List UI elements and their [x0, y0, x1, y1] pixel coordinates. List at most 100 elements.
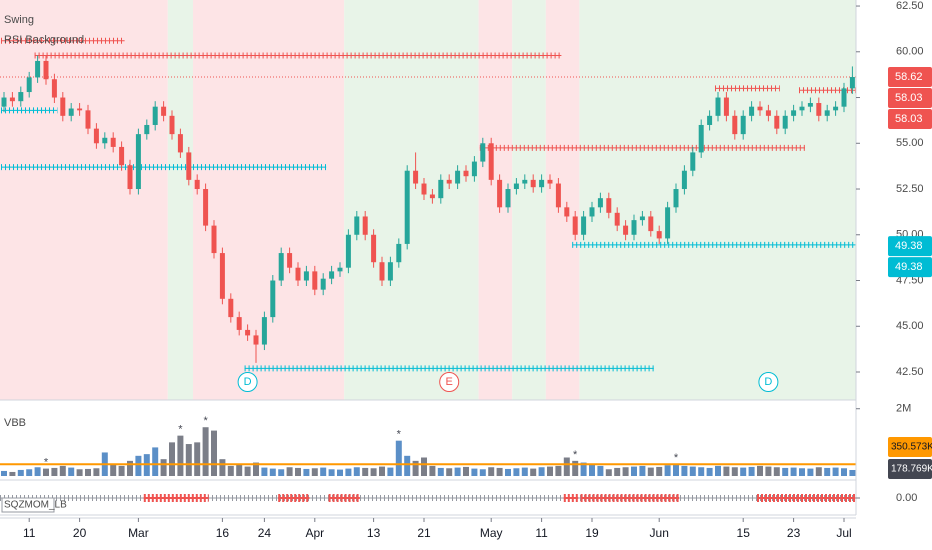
candle-body: [253, 335, 259, 345]
candle-body: [270, 280, 276, 318]
candle-body: [513, 183, 519, 190]
volume-bar: [715, 465, 721, 476]
candle-body: [673, 189, 679, 208]
volume-bar: [227, 465, 234, 476]
y-tick-label: 60.00: [896, 46, 924, 58]
volume-bar: [673, 464, 679, 476]
price-box: [888, 88, 932, 109]
volume-bar: [631, 466, 637, 476]
candle-body: [665, 207, 671, 239]
volume-bar: [790, 467, 797, 476]
volume-bar: [34, 467, 41, 476]
volume-bar: [832, 467, 839, 476]
candle-body: [43, 60, 49, 80]
y-tick-label: 0.00: [896, 492, 917, 504]
volume-bar: [59, 465, 66, 476]
volume-bar: [496, 467, 503, 476]
candle-body: [690, 152, 696, 171]
candle-body: [345, 234, 351, 268]
volume-bar: [26, 469, 33, 476]
volume-bar: [589, 464, 595, 476]
candle-body: [547, 179, 553, 184]
x-tick-label: 11: [535, 526, 548, 540]
volume-bar: [748, 466, 755, 476]
candle-body: [715, 97, 721, 116]
volume-bar: [446, 468, 453, 476]
volume-bar: [379, 466, 385, 476]
candle-body: [782, 115, 788, 129]
volume-bar: [580, 462, 587, 476]
candle-body: [614, 212, 620, 226]
volume-bar: [513, 468, 520, 476]
volume-bar: [815, 467, 822, 476]
candle-body: [648, 216, 654, 232]
price-box-label: 49.38: [895, 261, 923, 273]
volume-bar: [127, 460, 133, 476]
rsi-band: [167, 0, 193, 400]
volume-star: *: [203, 415, 208, 427]
volume-bar: [572, 460, 579, 476]
volume-bar: [639, 465, 646, 476]
candle-body: [455, 170, 461, 184]
volume-bar: [782, 467, 789, 476]
candle-body: [623, 225, 629, 235]
candle-body: [35, 60, 41, 78]
candle-body: [354, 216, 360, 235]
volume-bar: [622, 467, 629, 476]
volume-bar: [656, 466, 663, 476]
candle-body: [371, 234, 377, 263]
volume-bar: [1, 470, 7, 476]
x-tick-label: Jul: [836, 526, 851, 540]
volume-bar: [395, 440, 402, 476]
candle-body: [581, 216, 587, 235]
volume-bar: [51, 467, 58, 476]
candle-body: [480, 143, 486, 162]
volume-bar: [421, 457, 427, 476]
candle-body: [833, 106, 839, 111]
volume-bar: [68, 467, 75, 476]
x-tick-label: 21: [417, 526, 431, 540]
candle-body: [749, 106, 755, 116]
candle-body: [404, 170, 410, 244]
candle-body: [522, 179, 528, 184]
candle-body: [211, 225, 217, 254]
volume-bar: [9, 471, 16, 476]
candle-body: [68, 108, 74, 116]
volume-bar: [773, 467, 780, 476]
volume-bar: [236, 464, 243, 476]
candle-body: [320, 278, 326, 290]
candle-body: [597, 198, 603, 208]
candle-body: [60, 97, 66, 116]
volume-bar: [320, 467, 327, 476]
volume-bar: [555, 465, 562, 476]
price-box: [888, 257, 932, 278]
volume-bar: [614, 467, 621, 476]
volume-star: *: [44, 457, 49, 469]
candle-body: [169, 115, 175, 135]
volume-bar: [479, 469, 486, 476]
volume-bar: [269, 468, 276, 476]
x-tick-label: 16: [216, 526, 230, 540]
volume-bar: [605, 469, 612, 476]
candle-body: [505, 189, 511, 208]
volume-bar: [706, 467, 713, 476]
volume-bar: [177, 435, 184, 476]
x-tick-label: Apr: [305, 526, 324, 540]
volume-bar: [185, 444, 192, 476]
volume-bar: [799, 468, 805, 476]
volume-bar: [437, 467, 444, 476]
candle-body: [799, 106, 805, 111]
volume-bar: [85, 468, 91, 476]
volume-bar: [757, 465, 763, 476]
x-tick-label: Jun: [650, 526, 669, 540]
candle-body: [85, 110, 91, 129]
volume-bar: [43, 468, 49, 476]
candle-body: [387, 262, 393, 281]
price-box-label: 58.03: [895, 92, 923, 104]
volume-bar: [110, 464, 117, 476]
volume-bar: [328, 469, 335, 476]
price-box: [888, 109, 932, 130]
volume-bar: [152, 447, 159, 476]
